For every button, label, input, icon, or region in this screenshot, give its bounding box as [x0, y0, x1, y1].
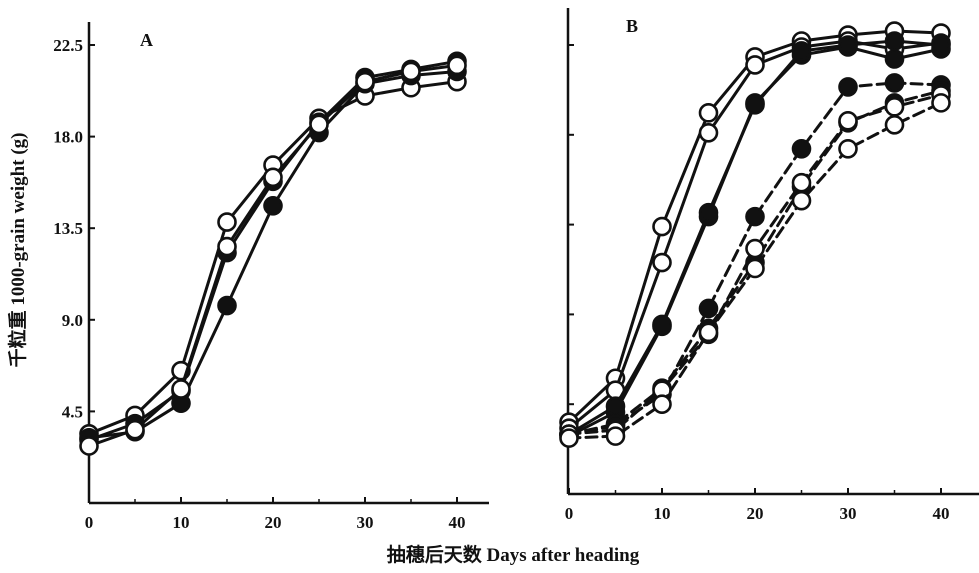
data-point-open: [652, 252, 672, 273]
data-point-open: [217, 212, 237, 232]
data-point-open: [698, 322, 719, 343]
data-point-open: [605, 426, 626, 446]
data-point-filled: [698, 202, 719, 223]
data-point-filled: [652, 314, 672, 335]
y-tick-label: 9.0: [62, 311, 83, 330]
data-point-open: [931, 93, 951, 113]
data-point-open: [652, 216, 672, 237]
data-point-filled: [605, 396, 626, 416]
data-point-open: [401, 61, 421, 82]
series-line: [567, 81, 943, 436]
data-point-filled: [791, 138, 812, 159]
data-point-filled: [931, 35, 951, 55]
x-tick-label: 0: [565, 504, 574, 523]
series-line: [87, 63, 459, 448]
x-tick-label: 40: [933, 504, 950, 523]
data-point-open: [698, 103, 719, 123]
x-tick-label: 30: [357, 513, 374, 532]
x-axis-title: 抽穗后天数 Days after heading: [387, 543, 640, 566]
data-point-open: [652, 394, 672, 415]
data-point-open: [125, 419, 145, 440]
data-point-open: [838, 111, 858, 131]
data-point-open: [355, 71, 375, 92]
data-point-filled: [698, 298, 719, 319]
x-tick-label: 30: [840, 504, 857, 523]
data-point-open: [745, 238, 765, 259]
y-tick-label: 13.5: [53, 219, 83, 238]
data-point-open: [309, 114, 329, 135]
panel-b: 0 10 20 30 40 B: [559, 8, 979, 523]
data-point-filled: [745, 206, 765, 227]
data-point-open: [79, 436, 99, 456]
data-point-open: [791, 190, 812, 211]
data-point-filled: [263, 196, 283, 216]
data-point-filled: [217, 295, 237, 316]
series-line: [87, 70, 459, 440]
data-point-filled: [884, 49, 905, 69]
data-point-open: [263, 167, 283, 188]
data-point-filled: [745, 95, 765, 115]
data-point-open: [698, 123, 719, 143]
data-point-open: [745, 258, 765, 279]
data-point-filled: [838, 77, 858, 97]
panel-label: B: [626, 16, 638, 36]
data-point-filled: [838, 35, 858, 55]
x-tick-label: 0: [85, 513, 94, 532]
series-line: [87, 59, 459, 442]
data-point-open: [217, 236, 237, 257]
data-point-filled: [884, 31, 905, 51]
series-line: [87, 80, 459, 436]
y-tick-label: 22.5: [53, 36, 83, 55]
data-point-open: [447, 55, 467, 76]
data-point-open: [791, 172, 812, 193]
data-point-filled: [791, 41, 812, 61]
data-point-open: [838, 138, 858, 159]
data-point-open: [884, 97, 905, 117]
x-tick-label: 20: [747, 504, 764, 523]
x-tick-label: 20: [265, 513, 282, 532]
data-point-open: [171, 379, 191, 399]
y-tick-label: 18.0: [53, 128, 83, 147]
data-point-open: [745, 55, 765, 75]
x-tick-label: 40: [449, 513, 466, 532]
data-point-open: [559, 428, 579, 448]
y-axis-title: 千粒重 1000-grain weight (g): [6, 133, 29, 368]
panel-label: A: [140, 30, 153, 50]
data-point-open: [884, 115, 905, 135]
panel-a: 0 10 20 30 40 4.5 9.0 13.5 18.0 22.5 A: [53, 22, 489, 532]
series-line: [567, 101, 943, 440]
x-tick-label: 10: [173, 513, 190, 532]
x-tick-label: 10: [654, 504, 671, 523]
data-point-filled: [884, 73, 905, 93]
y-tick-label: 4.5: [62, 402, 83, 421]
